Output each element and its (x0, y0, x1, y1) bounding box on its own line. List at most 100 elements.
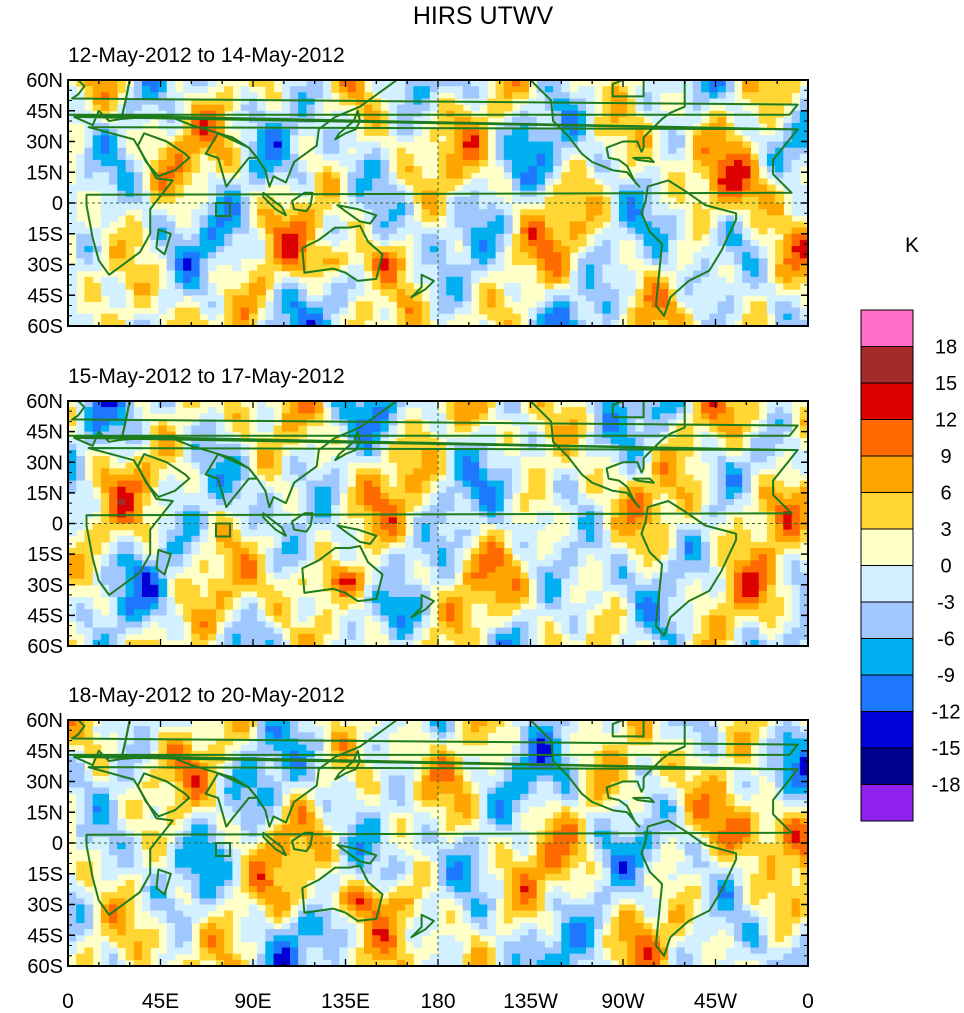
heatmap-cell (520, 86, 530, 93)
heatmap-cell (594, 203, 604, 210)
heatmap-cell (602, 572, 612, 580)
heatmap-cell (117, 505, 127, 512)
heatmap-cell (372, 499, 382, 506)
heatmap-cell (199, 529, 209, 537)
heatmap-cell (314, 468, 324, 476)
heatmap-cell (117, 319, 127, 326)
heatmap-cell (618, 560, 628, 568)
heatmap-cell (553, 313, 562, 321)
heatmap-cell (117, 178, 127, 186)
heatmap-cell (479, 270, 488, 278)
heatmap-cell (479, 517, 488, 525)
heatmap-cell (643, 227, 653, 235)
heatmap-cell (462, 129, 472, 136)
heatmap-cell (174, 480, 184, 488)
heatmap-cell (166, 407, 176, 414)
heatmap-cell (232, 246, 242, 253)
heatmap-cell (174, 92, 184, 100)
heatmap-cell (651, 166, 661, 173)
heatmap-cell (355, 443, 365, 451)
heatmap-cell (207, 252, 217, 259)
heatmap-cell (462, 221, 472, 229)
heatmap-cell (207, 221, 217, 229)
heatmap-cell (429, 566, 439, 574)
heatmap-cell (207, 456, 217, 463)
heatmap-cell (577, 535, 587, 543)
heatmap-cell (701, 92, 710, 100)
heatmap-cell (372, 178, 382, 186)
heatmap-cell (413, 252, 423, 259)
heatmap-cell (775, 437, 784, 445)
heatmap-cell (701, 252, 710, 259)
heatmap-cell (396, 407, 406, 414)
heatmap-cell (125, 492, 135, 500)
heatmap-cell (347, 443, 357, 451)
heatmap-cell (750, 116, 760, 124)
heatmap-cell (618, 289, 628, 296)
heatmap-cell (429, 104, 439, 112)
heatmap-cell (766, 486, 776, 494)
heatmap-cell (750, 407, 760, 414)
heatmap-cell (701, 141, 710, 149)
heatmap-cell (109, 499, 118, 506)
heatmap-cell (791, 443, 801, 451)
heatmap-cell (594, 548, 604, 555)
heatmap-cell (668, 116, 678, 124)
heatmap-cell (372, 203, 382, 210)
heatmap-cell (68, 529, 77, 537)
heatmap-cell (479, 135, 488, 143)
heatmap-cell (643, 246, 653, 253)
heatmap-cell (569, 289, 579, 296)
heatmap-cell (100, 486, 110, 494)
heatmap-cell (602, 407, 612, 414)
heatmap-cell (158, 215, 168, 223)
heatmap-cell (68, 437, 77, 445)
heatmap-cell (413, 166, 423, 173)
heatmap-cell (290, 98, 299, 106)
heatmap-cell (281, 554, 291, 561)
heatmap-cell (240, 104, 250, 112)
heatmap-cell (331, 499, 340, 506)
heatmap-cell (438, 209, 447, 216)
heatmap-cell (298, 123, 308, 130)
heatmap-cell (446, 196, 456, 204)
heatmap-cell (577, 548, 587, 555)
heatmap-cell (388, 456, 398, 463)
heatmap-cell (117, 541, 127, 549)
heatmap-cell (470, 572, 480, 580)
heatmap-cell (783, 572, 793, 580)
heatmap-cell (380, 425, 390, 433)
heatmap-cell (503, 578, 513, 586)
heatmap-cell (520, 554, 530, 561)
heatmap-cell (692, 135, 702, 143)
heatmap-cell (717, 98, 727, 106)
heatmap-cell (635, 203, 645, 210)
heatmap-cell (586, 437, 595, 445)
heatmap-cell (281, 425, 291, 433)
heatmap-cell (355, 425, 365, 433)
heatmap-cell (125, 227, 135, 235)
heatmap-cell (734, 425, 743, 433)
heatmap-cell (347, 203, 357, 210)
heatmap-cell (692, 92, 702, 100)
heatmap-cell (355, 572, 365, 580)
heatmap-cell (396, 517, 406, 525)
heatmap-cell (372, 541, 382, 549)
heatmap-cell (709, 486, 719, 494)
heatmap-cell (388, 505, 398, 512)
heatmap-cell (199, 517, 209, 525)
heatmap-cell (758, 258, 768, 266)
heatmap-cell (84, 313, 94, 321)
heatmap-cell (783, 116, 793, 124)
heatmap-cell (479, 456, 488, 463)
heatmap-cell (240, 215, 250, 223)
heatmap-cell (429, 505, 439, 512)
heatmap-cell (742, 535, 752, 543)
heatmap-cell (331, 178, 340, 186)
heatmap-cell (199, 307, 209, 315)
heatmap-cell (643, 313, 653, 321)
heatmap-cell (446, 548, 456, 555)
heatmap-cell (224, 480, 234, 488)
heatmap-cell (561, 541, 571, 549)
